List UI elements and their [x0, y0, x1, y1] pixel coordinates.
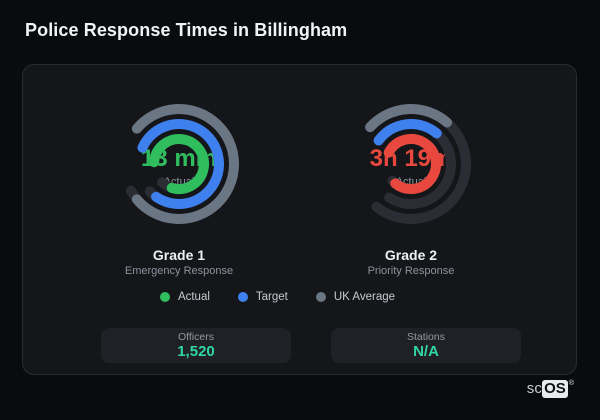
stat-officers-value: 1,520: [177, 343, 215, 360]
legend-dot-uk-average: [315, 292, 326, 302]
legend: Actual Target UK Average: [1, 291, 554, 303]
gauge2-subtitle: Priority Response: [367, 265, 455, 277]
logo-registered-mark: ®: [568, 380, 574, 387]
scos-logo: sc OS ®: [527, 380, 574, 398]
gauge-grade-1: 13 min Actual: [109, 94, 249, 234]
stat-stations-label: Stations: [407, 331, 445, 343]
legend-dot-target: [237, 292, 248, 302]
page-title: Police Response Times in Billingham: [25, 20, 348, 40]
stat-officers-label: Officers: [178, 331, 214, 343]
logo-prefix: sc: [526, 380, 543, 397]
gauge-grade-2: 3h 19m Actual: [341, 94, 481, 234]
legend-dot-actual: [159, 292, 170, 302]
gauge1-subtitle: Emergency Response: [124, 265, 234, 277]
gauge2-rings: [365, 104, 471, 224]
gauge1-label: Grade 1 Emergency Response: [99, 247, 259, 278]
legend-item-target[interactable]: Target: [237, 291, 288, 303]
gauge1-rings: [125, 104, 239, 224]
legend-item-uk-average[interactable]: UK Average: [315, 291, 396, 303]
stat-box-stations: Stations N/A: [331, 328, 521, 363]
gauge2-label: Grade 2 Priority Response: [331, 247, 491, 278]
response-times-card: 13 min Actual 3h 19m Actual Grade 1 Emer…: [22, 64, 577, 375]
gauge1-name: Grade 1: [152, 247, 206, 263]
stat-box-officers: Officers 1,520: [101, 328, 291, 363]
stat-stations-value: N/A: [413, 343, 439, 360]
legend-item-actual[interactable]: Actual: [159, 291, 210, 303]
legend-label-target: Target: [255, 291, 288, 303]
legend-label-uk-average: UK Average: [333, 291, 396, 303]
legend-label-actual: Actual: [177, 291, 210, 303]
logo-badge: OS: [542, 380, 568, 398]
gauge2-name: Grade 2: [384, 247, 438, 263]
